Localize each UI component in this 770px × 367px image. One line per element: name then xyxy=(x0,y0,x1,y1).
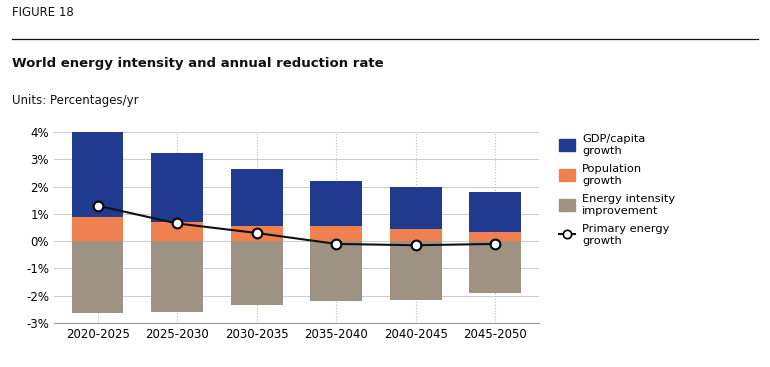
Bar xyxy=(470,232,521,241)
Bar xyxy=(390,241,441,300)
Bar xyxy=(310,181,362,226)
Bar xyxy=(152,241,203,312)
Bar xyxy=(231,241,283,305)
Bar xyxy=(72,217,123,241)
Bar xyxy=(72,132,123,217)
Text: World energy intensity and annual reduction rate: World energy intensity and annual reduct… xyxy=(12,57,383,70)
Bar xyxy=(470,241,521,293)
Bar xyxy=(390,187,441,229)
Bar xyxy=(152,153,203,222)
Bar xyxy=(152,222,203,241)
Bar xyxy=(470,192,521,232)
Bar xyxy=(231,169,283,226)
Bar xyxy=(310,241,362,301)
Legend: GDP/capita
growth, Population
growth, Energy intensity
improvement, Primary ener: GDP/capita growth, Population growth, En… xyxy=(559,134,675,246)
Bar xyxy=(72,241,123,313)
Bar xyxy=(231,226,283,241)
Bar xyxy=(310,226,362,241)
Text: FIGURE 18: FIGURE 18 xyxy=(12,6,73,18)
Text: Units: Percentages/yr: Units: Percentages/yr xyxy=(12,94,138,106)
Bar xyxy=(390,229,441,241)
